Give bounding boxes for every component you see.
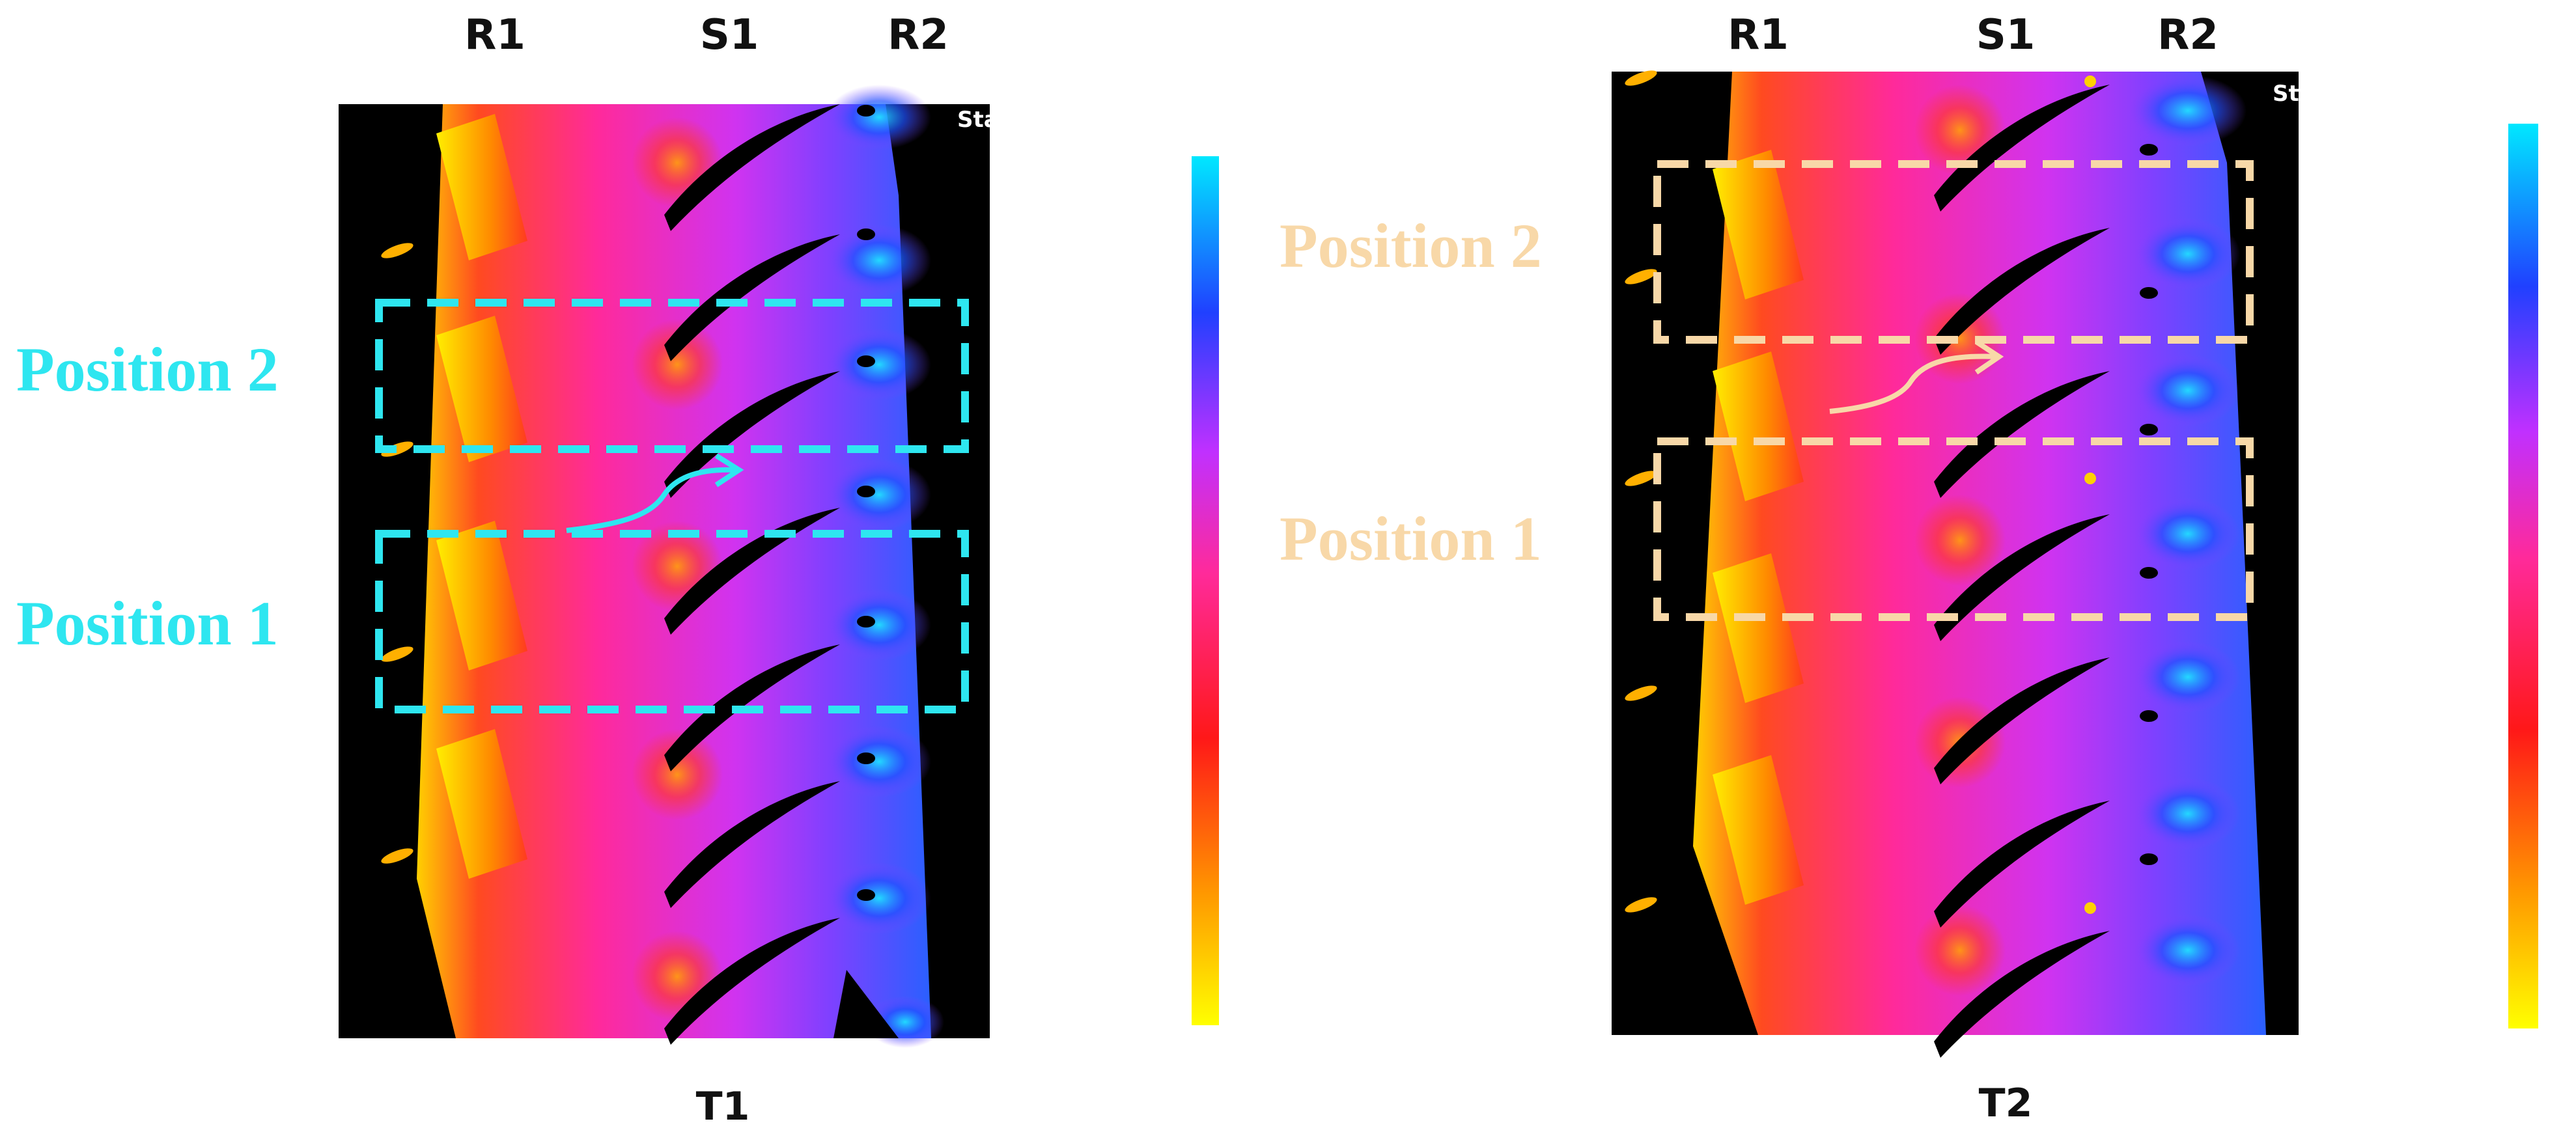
r1-blades — [1713, 150, 1804, 905]
colorbar — [1192, 156, 1219, 1025]
r2-blades — [2084, 76, 2158, 914]
colorbar-tick-160000: 160,000 — [1033, 142, 1173, 181]
position-1-box — [1653, 437, 2254, 621]
colorbar-tick-140000: 140,000 — [1033, 425, 1173, 464]
colorbar-tick-140000: 140,000 — [2353, 402, 2493, 441]
blade-row-r1-label: R1 — [464, 11, 525, 59]
panel-t2: R1 S1 R2 T2 Static pressure(Pa) 160,000 … — [1280, 11, 2538, 1126]
colorbar-tick-120000: 120,000 — [2353, 705, 2493, 744]
cold-spots — [827, 85, 944, 1048]
blade-row-r2-label: R2 — [2157, 11, 2219, 59]
blade-row-r1-label: R1 — [1728, 11, 1789, 59]
position-1-box — [375, 530, 969, 713]
colorbar-tick-100000: 100,000 — [2353, 1001, 2493, 1040]
igv-blades — [1625, 70, 1657, 913]
panel-caption-t2: T2 — [1979, 1081, 2033, 1126]
panel-t1: R1 S1 R2 T1 Static pressure(Pa) 160,000 … — [16, 11, 1219, 1129]
r2-blades — [833, 105, 899, 1038]
position-2-label: Position 2 — [16, 335, 279, 404]
position-2-box — [1653, 160, 2254, 344]
flow-arrow — [566, 467, 736, 533]
colorbar-tick-160000: 160,000 — [2353, 116, 2493, 155]
position-2-box — [375, 299, 969, 453]
colorbar-title: Static pressure(Pa) — [957, 107, 1198, 133]
position-1-label: Position 1 — [16, 588, 279, 658]
colorbar-tick-100000: 100,000 — [1033, 1001, 1173, 1040]
blade-row-r2-label: R2 — [888, 11, 949, 59]
flow-arrowhead — [714, 453, 744, 488]
colorbar — [2508, 124, 2538, 1028]
blade-row-s1-label: S1 — [1976, 11, 2036, 59]
colorbar-tick-120000: 120,000 — [1033, 715, 1173, 754]
panel-caption-t1: T1 — [696, 1084, 750, 1129]
position-1-label: Position 1 — [1280, 504, 1542, 573]
flow-arrowhead — [1974, 339, 2004, 375]
flow-arrow — [1829, 353, 1996, 414]
r1-blades — [436, 114, 527, 879]
colorbar-title: Static pressure(Pa) — [2273, 81, 2513, 107]
cold-spots — [2129, 75, 2247, 986]
blade-row-s1-label: S1 — [700, 11, 759, 59]
position-2-label: Position 2 — [1280, 211, 1542, 281]
